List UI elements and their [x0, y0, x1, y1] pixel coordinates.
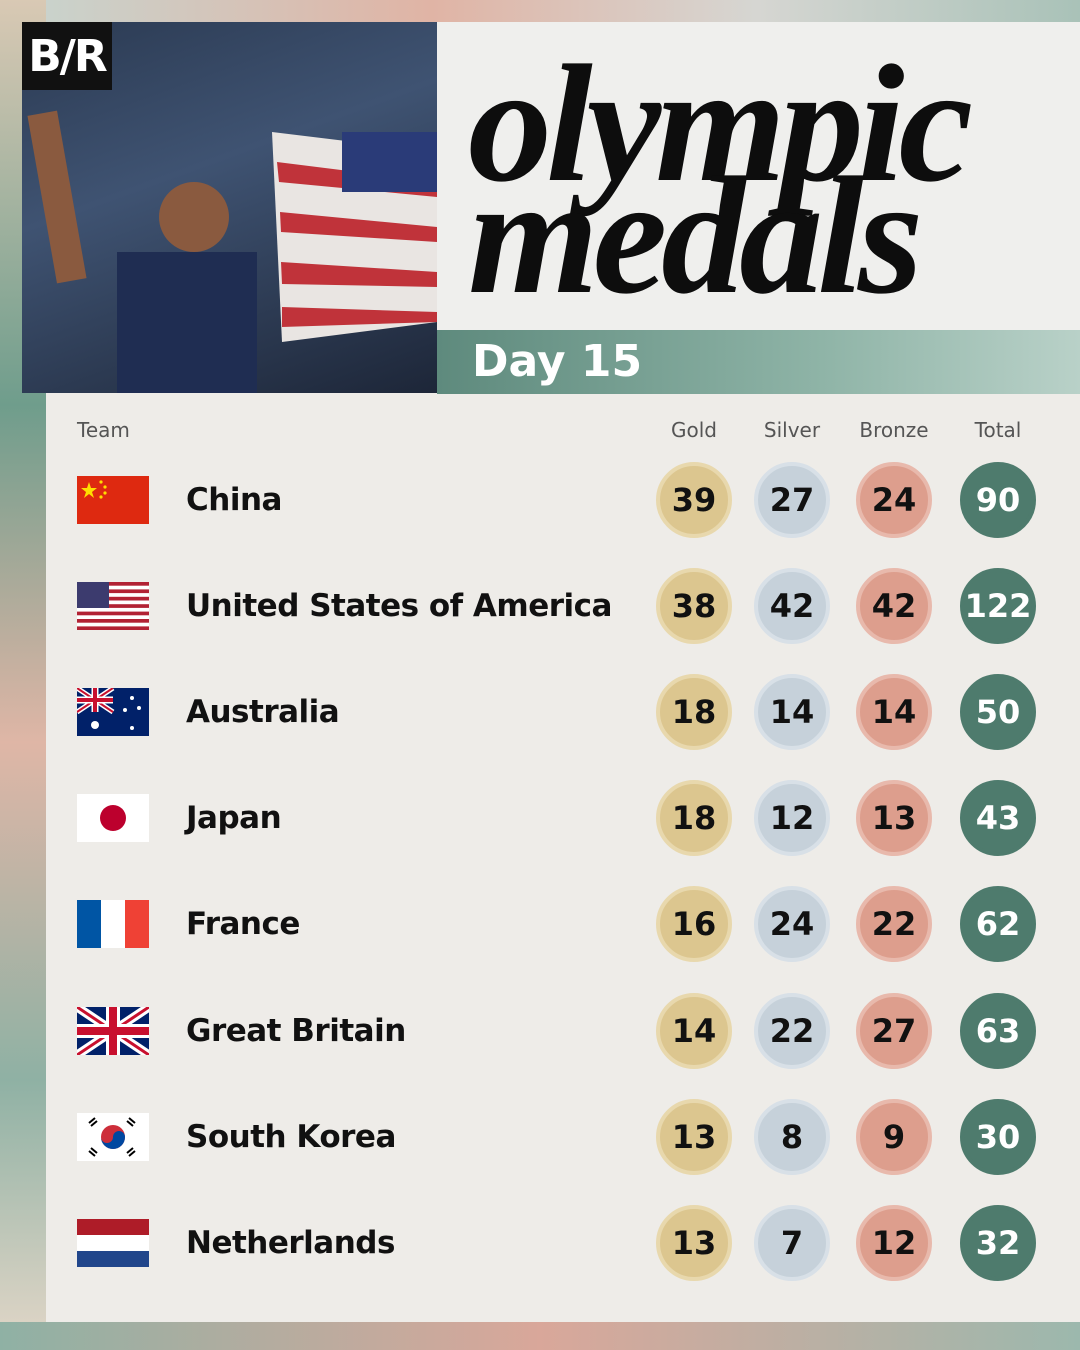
gold-count: 38 — [656, 568, 732, 645]
column-header: Team — [77, 418, 130, 442]
subtitle: Day 15 — [472, 336, 643, 387]
decor-edge — [0, 0, 1080, 22]
bronze-count: 12 — [856, 1204, 932, 1281]
column-header: Bronze — [859, 418, 929, 442]
column-header: Gold — [671, 418, 717, 442]
silver-count: 22 — [754, 992, 830, 1069]
gold-count: 13 — [656, 1204, 732, 1281]
title: medals — [468, 143, 923, 329]
flag-image — [77, 1112, 149, 1161]
silver-count: 24 — [754, 886, 830, 963]
gold-count: 13 — [656, 1098, 732, 1175]
flag-image — [77, 582, 149, 631]
flag — [77, 1218, 149, 1267]
silver-count: 42 — [754, 568, 830, 645]
bronze-count: 13 — [856, 780, 932, 857]
photo-illustration — [27, 110, 437, 393]
silver-count: 14 — [754, 674, 830, 751]
bronze-count: 9 — [856, 1098, 932, 1175]
total-count: 43 — [960, 780, 1036, 857]
total-count: 62 — [960, 886, 1036, 963]
bronze-count: 22 — [856, 886, 932, 963]
logo: B/R — [22, 22, 112, 90]
gold-count: 18 — [656, 674, 732, 751]
team-name: Australia — [186, 694, 340, 731]
flag — [77, 582, 149, 631]
flag-image — [77, 794, 149, 843]
flag-image — [77, 1218, 149, 1267]
silver-count: 12 — [754, 780, 830, 857]
gold-count: 39 — [656, 462, 732, 538]
flag — [77, 476, 149, 524]
title: olympic — [468, 31, 973, 217]
flag — [77, 900, 149, 949]
decor-edge — [0, 1322, 1080, 1350]
silver-count: 8 — [754, 1098, 830, 1175]
total-count: 50 — [960, 674, 1036, 751]
flag — [75, 686, 149, 737]
team-name: Netherlands — [186, 1224, 395, 1261]
total-count: 32 — [960, 1204, 1036, 1281]
flag — [77, 1112, 149, 1161]
flag-image — [77, 476, 149, 524]
flag-image — [75, 686, 149, 737]
bronze-count: 27 — [856, 992, 932, 1069]
title-area — [437, 22, 1080, 330]
gold-count: 14 — [656, 992, 732, 1069]
team-name: Japan — [186, 800, 282, 837]
total-count: 90 — [960, 462, 1036, 538]
team-name: China — [186, 482, 282, 518]
column-header: Silver — [763, 418, 821, 442]
team-name: Great Britain — [186, 1012, 406, 1049]
column-header: Total — [974, 418, 1022, 442]
team-name: France — [186, 906, 300, 943]
bronze-count: 42 — [856, 568, 932, 645]
total-count: 63 — [960, 992, 1036, 1069]
subtitle-band — [437, 330, 1080, 394]
flag-image — [74, 1002, 152, 1059]
gold-count: 18 — [656, 780, 732, 857]
team-name: South Korea — [186, 1118, 396, 1155]
total-count: 30 — [960, 1098, 1036, 1175]
flag — [77, 794, 149, 843]
flag — [74, 1002, 152, 1059]
total-count: 122 — [960, 568, 1036, 645]
team-name: United States of America — [186, 588, 612, 625]
gold-count: 16 — [656, 886, 732, 963]
silver-count: 27 — [754, 462, 830, 538]
flag-image — [77, 900, 149, 949]
bronze-count: 14 — [856, 674, 932, 751]
bronze-count: 24 — [856, 462, 932, 538]
table-panel — [46, 393, 1080, 1322]
silver-count: 7 — [754, 1204, 830, 1281]
